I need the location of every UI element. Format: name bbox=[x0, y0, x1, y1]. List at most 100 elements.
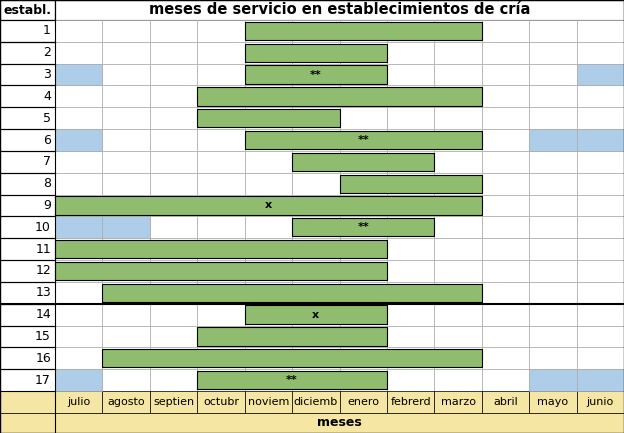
Bar bbox=[482, 42, 529, 64]
Bar bbox=[339, 326, 387, 347]
Bar bbox=[102, 216, 150, 238]
Bar bbox=[197, 304, 245, 326]
Bar bbox=[102, 194, 150, 216]
Bar bbox=[197, 87, 482, 106]
Bar bbox=[339, 107, 387, 129]
Bar bbox=[55, 194, 102, 216]
Text: establ.: establ. bbox=[4, 3, 52, 16]
Bar bbox=[150, 129, 197, 151]
Text: 7: 7 bbox=[43, 155, 51, 168]
Bar bbox=[387, 347, 434, 369]
Bar bbox=[434, 42, 482, 64]
Bar bbox=[387, 20, 434, 42]
Bar bbox=[197, 327, 387, 346]
Bar bbox=[55, 107, 102, 129]
Bar bbox=[150, 85, 197, 107]
Bar bbox=[102, 238, 150, 260]
Bar bbox=[577, 238, 624, 260]
Text: marzo: marzo bbox=[441, 397, 475, 407]
Bar bbox=[0, 326, 55, 347]
Bar bbox=[339, 20, 387, 42]
Bar bbox=[150, 238, 197, 260]
Bar bbox=[55, 196, 482, 215]
Bar bbox=[292, 64, 339, 85]
Bar bbox=[55, 260, 102, 282]
Bar bbox=[339, 369, 387, 391]
Bar bbox=[529, 173, 577, 194]
Text: octubr: octubr bbox=[203, 397, 239, 407]
Bar bbox=[55, 282, 102, 304]
Bar bbox=[102, 173, 150, 194]
Bar bbox=[55, 326, 102, 347]
Bar bbox=[292, 153, 434, 171]
Bar bbox=[102, 369, 150, 391]
Bar bbox=[577, 369, 624, 391]
Bar bbox=[482, 369, 529, 391]
Bar bbox=[245, 282, 292, 304]
Bar bbox=[55, 42, 102, 64]
Text: diciemb: diciemb bbox=[294, 397, 338, 407]
Bar bbox=[245, 131, 482, 149]
Bar bbox=[55, 369, 102, 391]
Bar bbox=[150, 326, 197, 347]
Bar bbox=[529, 64, 577, 85]
Bar bbox=[292, 216, 339, 238]
Bar bbox=[387, 326, 434, 347]
Bar bbox=[245, 42, 292, 64]
Bar bbox=[55, 240, 387, 259]
Bar bbox=[150, 347, 197, 369]
Bar bbox=[102, 326, 150, 347]
Bar bbox=[529, 391, 577, 413]
Bar bbox=[150, 151, 197, 173]
Bar bbox=[339, 42, 387, 64]
Bar bbox=[482, 391, 529, 413]
Bar bbox=[482, 326, 529, 347]
Text: septien: septien bbox=[153, 397, 194, 407]
Bar bbox=[150, 64, 197, 85]
Bar bbox=[0, 194, 55, 216]
Bar bbox=[102, 304, 150, 326]
Bar bbox=[482, 304, 529, 326]
Bar bbox=[197, 391, 245, 413]
Text: agosto: agosto bbox=[107, 397, 145, 407]
Bar bbox=[387, 173, 434, 194]
Bar bbox=[434, 129, 482, 151]
Bar bbox=[434, 238, 482, 260]
Bar bbox=[102, 391, 150, 413]
Bar bbox=[529, 326, 577, 347]
Text: 17: 17 bbox=[35, 374, 51, 387]
Bar bbox=[197, 216, 245, 238]
Bar bbox=[577, 347, 624, 369]
Bar bbox=[339, 238, 387, 260]
Bar bbox=[55, 216, 102, 238]
Bar bbox=[577, 42, 624, 64]
Bar bbox=[245, 173, 292, 194]
Bar bbox=[434, 64, 482, 85]
Bar bbox=[339, 347, 387, 369]
Bar bbox=[197, 260, 245, 282]
Bar bbox=[434, 85, 482, 107]
Bar bbox=[577, 151, 624, 173]
Bar bbox=[434, 347, 482, 369]
Bar bbox=[102, 42, 150, 64]
Bar bbox=[387, 304, 434, 326]
Bar bbox=[434, 20, 482, 42]
Bar bbox=[245, 20, 292, 42]
Bar bbox=[245, 85, 292, 107]
Bar bbox=[0, 260, 55, 282]
Text: 5: 5 bbox=[43, 112, 51, 125]
Bar bbox=[482, 173, 529, 194]
Bar bbox=[529, 85, 577, 107]
Bar bbox=[150, 369, 197, 391]
Bar bbox=[387, 129, 434, 151]
Text: enero: enero bbox=[347, 397, 379, 407]
Text: 12: 12 bbox=[35, 265, 51, 278]
Bar bbox=[55, 262, 387, 280]
Bar bbox=[0, 129, 55, 151]
Bar bbox=[482, 260, 529, 282]
Bar bbox=[529, 129, 577, 151]
Bar bbox=[292, 282, 339, 304]
Bar bbox=[577, 64, 624, 85]
Bar bbox=[482, 85, 529, 107]
Bar bbox=[339, 260, 387, 282]
